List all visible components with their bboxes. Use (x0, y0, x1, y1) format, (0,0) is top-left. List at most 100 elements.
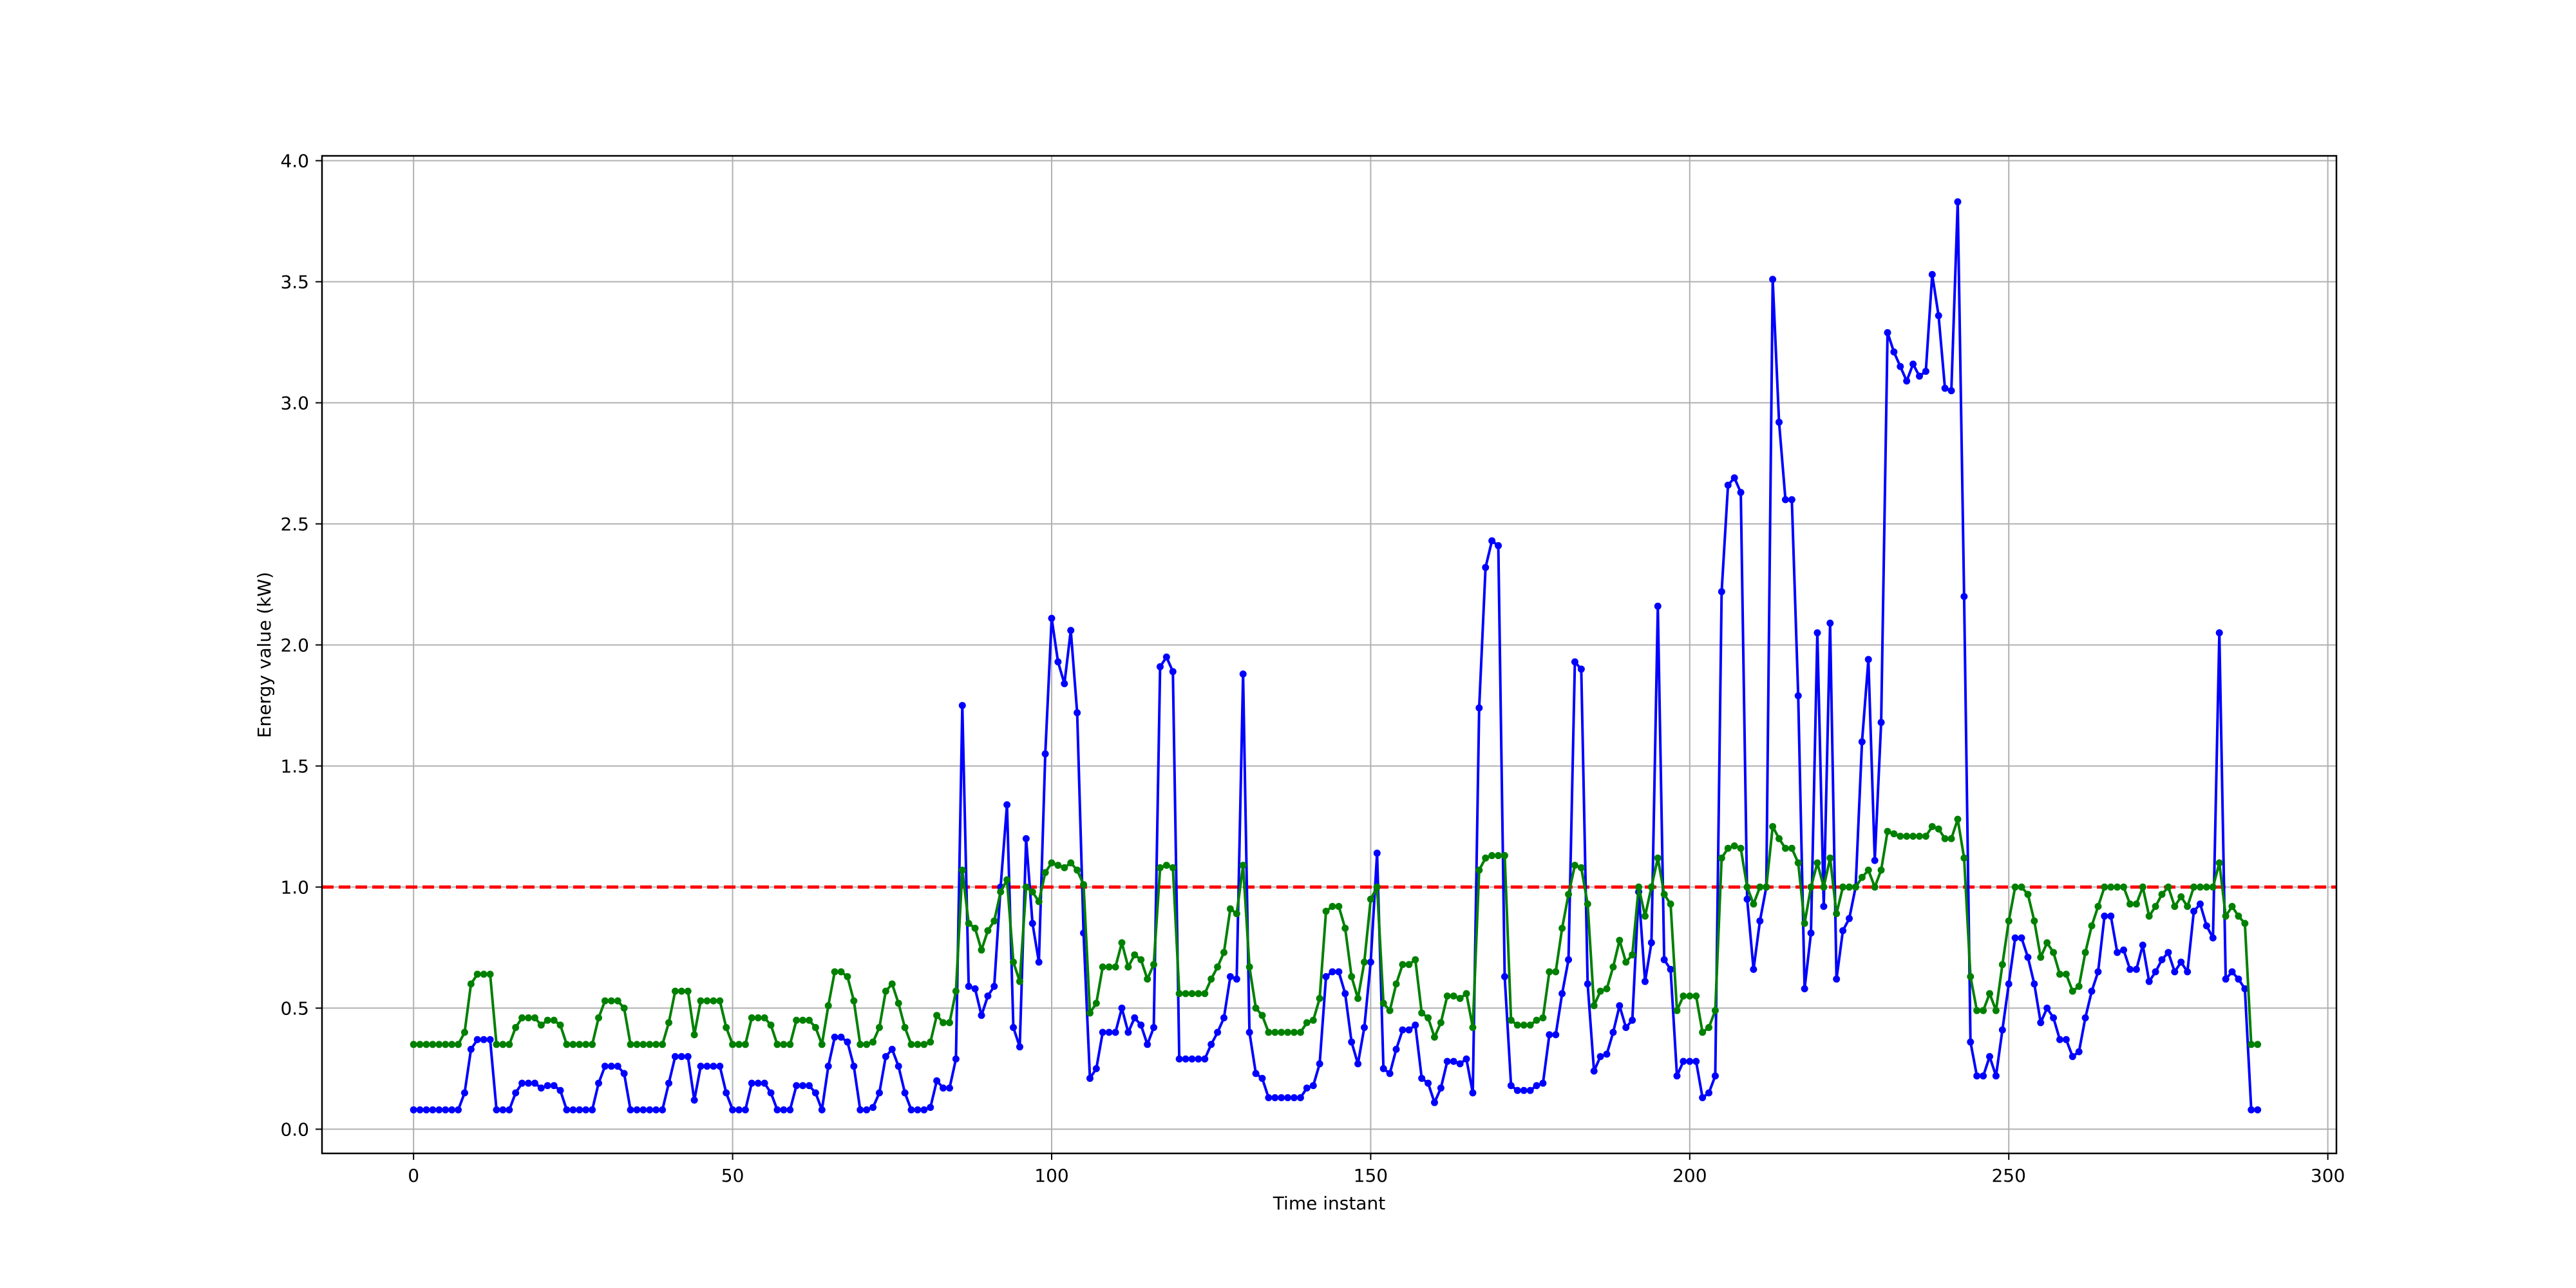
data-point (1584, 900, 1591, 908)
data-point (1118, 939, 1126, 947)
data-point (2043, 1004, 2051, 1012)
data-point (1367, 958, 1374, 966)
data-point (2069, 987, 2076, 995)
data-point (1099, 1028, 1106, 1036)
data-point (2094, 968, 2102, 976)
data-point (2235, 913, 2242, 920)
x-tick-label: 150 (1354, 1165, 1388, 1186)
data-point (1947, 387, 1955, 395)
data-point (1718, 588, 1725, 596)
data-point (1552, 1031, 1560, 1039)
data-point (499, 1041, 507, 1048)
data-point (435, 1106, 443, 1113)
data-point (455, 1041, 462, 1048)
data-point (1903, 832, 1911, 840)
data-point (1495, 542, 1502, 549)
data-point (1265, 1028, 1273, 1036)
data-point (1909, 360, 1917, 368)
data-point (1609, 963, 1617, 971)
data-point (442, 1041, 450, 1048)
data-point (1660, 956, 1668, 963)
data-point (684, 987, 692, 995)
data-point (1520, 1086, 1528, 1094)
data-point (1846, 883, 1853, 891)
data-point (410, 1106, 417, 1113)
data-point (1565, 891, 1573, 898)
data-point (1195, 1055, 1202, 1063)
data-point (2139, 883, 2146, 891)
data-point (1513, 1086, 1521, 1094)
data-point (1425, 1079, 1432, 1087)
data-point (1692, 1057, 1700, 1065)
data-point (2152, 968, 2159, 976)
data-point (1916, 372, 1923, 380)
data-point (1577, 665, 1585, 673)
data-point (2254, 1106, 2262, 1113)
data-point (1450, 1057, 1457, 1065)
data-point (945, 1019, 953, 1027)
data-point (1316, 1060, 1323, 1068)
data-point (1112, 1028, 1119, 1036)
data-point (1226, 973, 1234, 981)
x-tick-label: 0 (408, 1165, 419, 1186)
data-point (1622, 1024, 1630, 1031)
data-point (1686, 992, 1694, 1000)
data-point (723, 1089, 730, 1097)
data-point (1162, 862, 1170, 869)
data-point (729, 1106, 737, 1113)
data-point (480, 971, 488, 978)
data-point (1718, 854, 1725, 862)
data-point (2209, 883, 2217, 891)
data-point (1737, 489, 1745, 497)
x-tick-label: 250 (1991, 1165, 2025, 1186)
data-point (518, 1014, 526, 1021)
data-point (1992, 1007, 2000, 1014)
data-point (1443, 1057, 1451, 1065)
data-point (556, 1086, 564, 1094)
data-point (1309, 1082, 1317, 1090)
data-point (723, 1024, 730, 1031)
data-point (1705, 1024, 1713, 1031)
data-point (1022, 835, 1030, 842)
data-point (1998, 961, 2006, 969)
data-point (895, 1063, 902, 1070)
data-point (506, 1041, 513, 1048)
data-point (735, 1106, 743, 1113)
data-point (2024, 953, 2032, 961)
y-tick-label: 2.0 (280, 634, 309, 656)
data-point (1776, 835, 1783, 842)
data-point (1010, 958, 1018, 966)
data-point (1769, 276, 1777, 283)
data-point (1922, 368, 1929, 375)
data-point (1067, 859, 1075, 867)
data-point (2094, 903, 2102, 911)
data-point (1335, 968, 1343, 976)
data-point (767, 1021, 775, 1029)
data-point (1437, 1084, 1444, 1092)
data-point (1877, 719, 1885, 726)
data-point (1507, 1082, 1515, 1090)
data-point (793, 1016, 800, 1024)
data-point (805, 1082, 813, 1090)
data-point (754, 1079, 762, 1087)
data-point (2037, 1019, 2045, 1027)
data-point (2031, 980, 2038, 988)
data-point (869, 1038, 877, 1046)
data-point (1794, 692, 1802, 699)
data-point (1852, 883, 1859, 891)
data-point (550, 1016, 558, 1024)
data-point (1897, 832, 1904, 840)
data-point (1258, 1012, 1266, 1019)
data-point (1054, 862, 1062, 869)
data-point (901, 1089, 909, 1097)
data-point (1156, 663, 1164, 670)
data-point (1699, 1028, 1707, 1036)
data-point (690, 1096, 698, 1104)
data-point (1801, 920, 1808, 927)
data-point (2069, 1053, 2076, 1061)
y-tick-label: 3.5 (280, 272, 309, 293)
data-point (2088, 987, 2096, 995)
data-point (914, 1041, 922, 1048)
data-point (1105, 963, 1113, 971)
data-point (1233, 910, 1240, 918)
